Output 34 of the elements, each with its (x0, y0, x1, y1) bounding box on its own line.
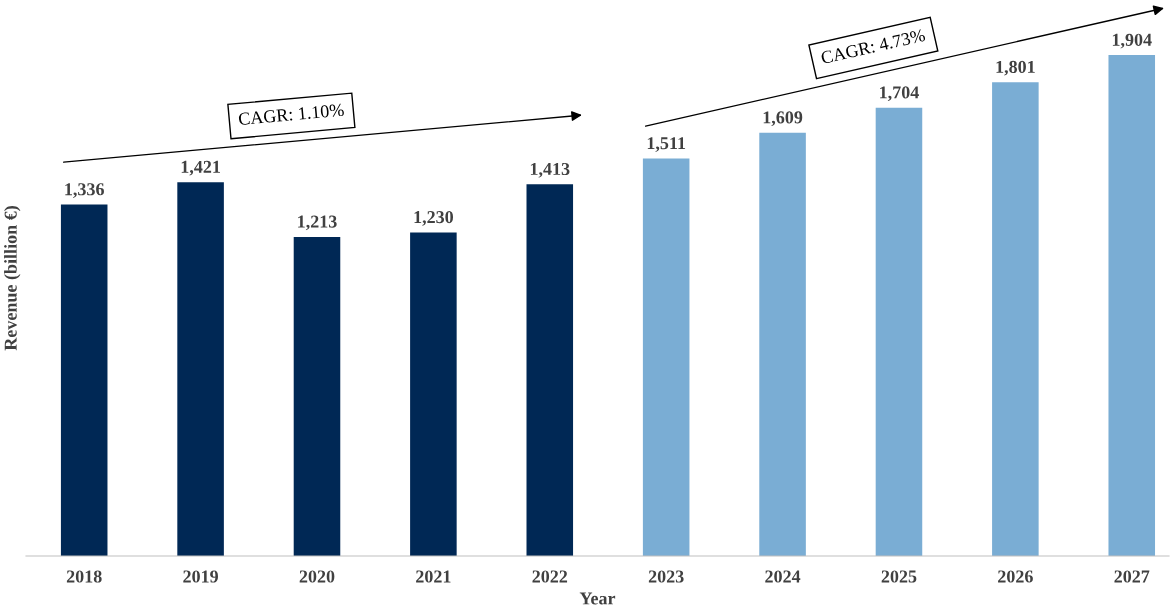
x-tick-label: 2021 (416, 570, 451, 583)
bar (1108, 55, 1156, 556)
data-label: 1,413 (530, 162, 570, 178)
data-label: 1,336 (65, 183, 104, 198)
x-tick-label: 2020 (299, 570, 335, 583)
data-label: 1,904 (1112, 33, 1152, 49)
annotation: CAGR: 4.73% (820, 28, 926, 65)
data-label: 1,609 (763, 111, 803, 127)
data-label: 1,511 (647, 137, 686, 152)
data-label: 1,230 (414, 211, 454, 226)
data-label: 1,421 (181, 160, 220, 176)
bar (759, 132, 806, 556)
data-label: 1,213 (298, 215, 337, 231)
data-label: 1,704 (880, 86, 919, 102)
bar (293, 236, 341, 556)
data-label: 1,801 (996, 60, 1035, 76)
x-tick-label: 2023 (648, 570, 684, 583)
bar (875, 107, 923, 556)
bar (526, 184, 574, 556)
bar (992, 82, 1039, 556)
x-tick-label: 2026 (998, 570, 1033, 583)
bar (177, 182, 224, 556)
x-axis-title: Year (579, 592, 616, 605)
x-tick-label: 2024 (765, 570, 801, 583)
x-tick-label: 2022 (532, 570, 568, 583)
x-tick-label: 2025 (881, 570, 917, 583)
x-tick-label: 2019 (183, 570, 218, 583)
bar (410, 232, 457, 556)
bar (642, 158, 690, 556)
y-axis-title: Revenue (billion €) (4, 206, 21, 351)
x-tick-label: 2027 (1114, 570, 1150, 583)
annotation: CAGR: 1.10% (238, 103, 345, 126)
x-tick-label: 2018 (66, 570, 102, 583)
bar (60, 204, 108, 556)
